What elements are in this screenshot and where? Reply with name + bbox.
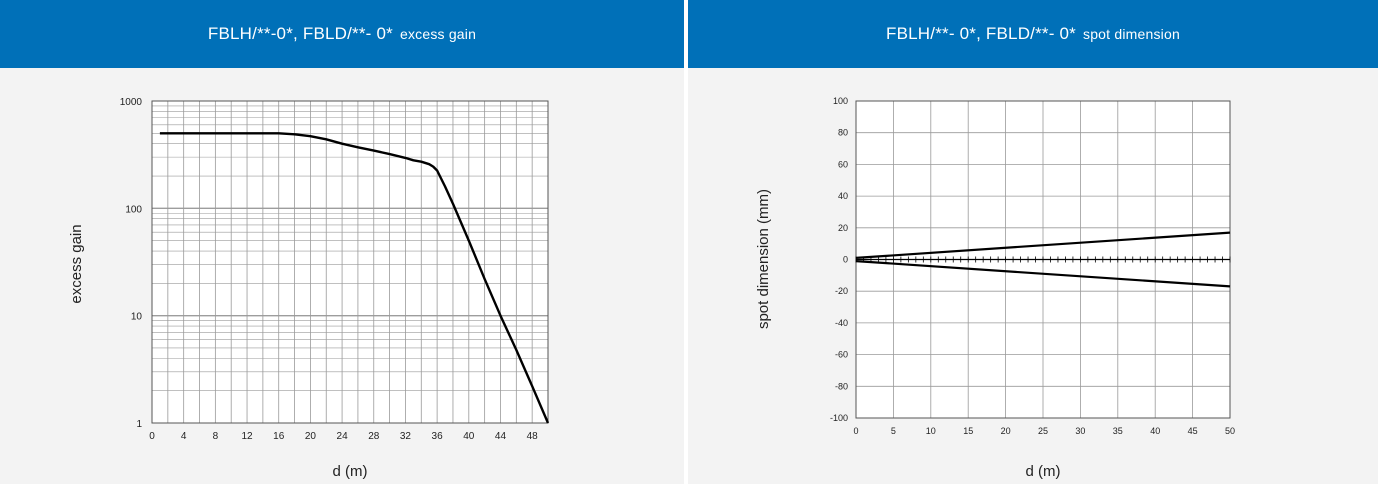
y-tick-label: 80 — [838, 128, 848, 138]
x-tick-label: 25 — [1038, 426, 1048, 436]
y-tick-label: 100 — [125, 204, 142, 215]
spot-dimension-subtitle: spot dimension — [1083, 26, 1180, 42]
y-tick-label: 0 — [843, 255, 848, 265]
spot-dimension-title: FBLH/**- 0*, FBLD/**- 0* — [886, 24, 1076, 43]
x-tick-label: 8 — [213, 431, 219, 442]
excess-gain-title: FBLH/**-0*, FBLD/**- 0* — [207, 24, 393, 43]
x-tick-label: 36 — [432, 431, 444, 442]
y-tick-label: 20 — [838, 223, 848, 233]
y-axis-label: spot dimension (mm) — [755, 189, 772, 329]
y-tick-label: 60 — [838, 159, 848, 169]
x-tick-label: 16 — [273, 431, 285, 442]
x-tick-label: 35 — [1113, 426, 1123, 436]
y-tick-label: -100 — [830, 413, 848, 423]
y-tick-label: -40 — [835, 318, 848, 328]
spot-dimension-chart: 0 5 10 15 20 25 30 35 40 45 50 -100 -80 -60 -40 -20 0 20 4… — [755, 96, 1235, 480]
excess-gain-header: FBLH/**-0*, FBLD/**- 0* excess gain — [0, 0, 684, 68]
x-tick-label: 40 — [1150, 426, 1160, 436]
x-axis-label: d (m) — [1026, 463, 1061, 480]
x-tick-label: 12 — [241, 431, 253, 442]
x-axis-label: d (m) — [333, 463, 368, 480]
y-tick-label: -20 — [835, 286, 848, 296]
spot-upper-line — [855, 231, 1231, 259]
y-axis-label: excess gain — [68, 224, 85, 303]
spot-dimension-panel: FBLH/**- 0*, FBLD/**- 0* spot dimension … — [688, 0, 1378, 484]
x-tick-label: 4 — [181, 431, 187, 442]
spot-dimension-header: FBLH/**- 0*, FBLD/**- 0* spot dimension — [688, 0, 1378, 68]
y-tick-label: 1 — [136, 419, 142, 430]
x-tick-label: 44 — [495, 431, 507, 442]
x-tick-label: 24 — [337, 431, 349, 442]
x-tick-label: 0 — [149, 431, 155, 442]
x-tick-label: 32 — [400, 431, 412, 442]
x-tick-label: 50 — [1225, 426, 1235, 436]
x-tick-label: 30 — [1075, 426, 1085, 436]
x-tick-label: 0 — [853, 426, 858, 436]
y-tick-label: 100 — [833, 96, 848, 106]
y-tick-label: -80 — [835, 381, 848, 391]
plot-background — [152, 101, 548, 423]
x-tick-label: 5 — [891, 426, 896, 436]
gain-curve — [159, 132, 550, 424]
x-tick-label: 45 — [1188, 426, 1198, 436]
excess-gain-subtitle: excess gain — [399, 26, 477, 42]
x-tick-label: 10 — [926, 426, 936, 436]
excess-gain-plot-area: 0 4 8 12 16 20 24 28 32 36 40 44 48 1 10 100 1000 d (m) ex… — [0, 68, 684, 484]
y-tick-label: 40 — [838, 191, 848, 201]
plot-frame — [151, 100, 549, 424]
x-tick-label: 20 — [305, 431, 317, 442]
x-tick-label: 28 — [368, 431, 380, 442]
spot-dimension-plot-area: 0 5 10 15 20 25 30 35 40 45 50 -100 -80 -60 -40 -20 0 20 4… — [688, 68, 1378, 484]
x-tick-label: 20 — [1001, 426, 1011, 436]
x-tick-label: 48 — [527, 431, 539, 442]
x-tick-label: 40 — [463, 431, 475, 442]
x-tick-label: 15 — [963, 426, 973, 436]
y-tick-label: 1000 — [120, 97, 143, 108]
y-tick-label: -60 — [835, 350, 848, 360]
spot-lower-line — [855, 260, 1231, 288]
y-tick-label: 10 — [131, 312, 143, 323]
